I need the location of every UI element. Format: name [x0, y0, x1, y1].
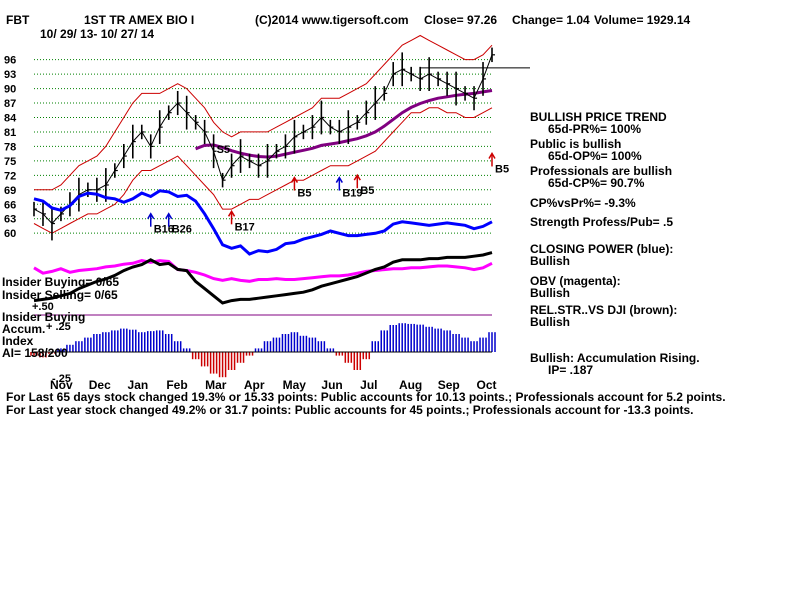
- insider-selling-label: Insider Selling= 0/65: [2, 288, 118, 302]
- x-tick-label: Apr: [244, 378, 265, 392]
- closing-power-line: [33, 189, 493, 256]
- y-tick-label: 69: [4, 185, 16, 197]
- x-tick-label: Aug: [399, 378, 422, 392]
- y-tick-label: 81: [4, 127, 16, 139]
- signal-label: S5: [217, 144, 230, 156]
- signal-label: B5: [360, 185, 374, 197]
- y-tick-label: 90: [4, 84, 16, 96]
- insider-buying-label-2: Insider Buying: [2, 310, 86, 324]
- strength-value: Strength Profess/Pub= .5: [530, 215, 674, 229]
- x-tick-label: Jul: [360, 378, 377, 392]
- ip-value: IP= .187: [548, 363, 594, 377]
- signal-label: B5: [495, 163, 509, 175]
- cpvspr-value: CP%vsPr%= -9.3%: [530, 196, 636, 210]
- relstr-value: Bullish: [530, 315, 571, 329]
- x-tick-label: May: [283, 378, 307, 392]
- y-tick-label: 63: [4, 214, 16, 226]
- accum-plus-label: + .25: [46, 321, 71, 333]
- x-tick-label: Mar: [205, 378, 227, 392]
- y-tick-label: 78: [4, 141, 16, 153]
- accum-half-label: +.50: [32, 301, 54, 313]
- signal-arrowhead: [353, 173, 361, 181]
- op-value: 65d-OP%= 100%: [548, 149, 642, 163]
- public-title: Public is bullish: [530, 137, 622, 151]
- y-tick-label: 93: [4, 69, 16, 81]
- pros-title: Professionals are bullish: [530, 164, 673, 178]
- signal-arrowhead: [165, 212, 173, 220]
- change-value: Change= 1.04: [512, 13, 590, 27]
- lower-band-line: [33, 107, 493, 234]
- accum-label: Accum.: [2, 322, 46, 336]
- price-line: [33, 54, 493, 225]
- relative-strength-line: [33, 251, 493, 305]
- signal-arrowhead: [147, 212, 155, 220]
- obv-line: [33, 259, 493, 283]
- signal-arrowhead: [227, 209, 236, 217]
- footer-line-65d: For Last 65 days stock changed 19.3% or …: [6, 390, 726, 404]
- index-label: Index: [2, 334, 34, 348]
- trend-title: BULLISH PRICE TREND: [530, 110, 667, 124]
- volume-value: Volume= 1929.14: [594, 13, 691, 27]
- signal-label: B19: [342, 188, 362, 200]
- signal-arrowhead: [290, 176, 299, 183]
- pr-value: 65d-PR%= 100%: [548, 122, 642, 136]
- accum-title: Bullish: Accumulation Rising.: [530, 351, 700, 365]
- x-tick-label: Dec: [89, 378, 111, 392]
- y-tick-label: 66: [4, 199, 16, 211]
- cp-value: 65d-CP%= 90.7%: [548, 176, 645, 190]
- close-value: Close= 97.26: [424, 13, 498, 27]
- obv-value: Bullish: [530, 286, 571, 300]
- closing-power-value: Bullish: [530, 254, 571, 268]
- ai-label: AI= 158/200: [2, 346, 68, 360]
- date-range: 10/ 29/ 13- 10/ 27/ 14: [40, 27, 155, 41]
- x-tick-label: Jun: [321, 378, 342, 392]
- relstr-title: REL.STR..VS DJI (brown):: [530, 303, 678, 317]
- fund-name: 1ST TR AMEX BIO I: [84, 13, 195, 27]
- signal-arrowhead: [488, 152, 496, 159]
- signal-arrowhead: [335, 176, 343, 183]
- y-tick-label: 60: [4, 228, 16, 240]
- obv-title: OBV (magenta):: [530, 274, 621, 288]
- accum-minus-label: -.25: [52, 373, 71, 385]
- y-tick-label: 72: [4, 170, 16, 182]
- y-tick-label: 75: [4, 156, 16, 168]
- y-tick-label: 84: [4, 112, 17, 124]
- x-tick-label: Jan: [128, 378, 149, 392]
- x-tick-label: Oct: [476, 378, 496, 392]
- insider-buying-label: Insider Buying= 0/65: [2, 275, 120, 289]
- signal-label: B5: [297, 188, 311, 200]
- footer-line-year: For Last year stock changed 49.2% or 31.…: [6, 403, 694, 417]
- ticker-symbol: FBT: [6, 13, 30, 27]
- moving-average-line: [195, 89, 493, 159]
- x-tick-label: Sep: [438, 378, 460, 392]
- y-tick-label: 96: [4, 55, 16, 67]
- x-tick-label: Nov: [50, 378, 73, 392]
- x-tick-label: Feb: [166, 378, 187, 392]
- closing-power-title: CLOSING POWER (blue):: [530, 242, 674, 256]
- signal-label: B26: [172, 224, 192, 236]
- signal-label: B17: [235, 221, 255, 233]
- copyright: (C)2014 www.tigersoft.com: [255, 13, 409, 27]
- y-tick-label: 87: [4, 98, 16, 110]
- upper-band-line: [34, 34, 493, 191]
